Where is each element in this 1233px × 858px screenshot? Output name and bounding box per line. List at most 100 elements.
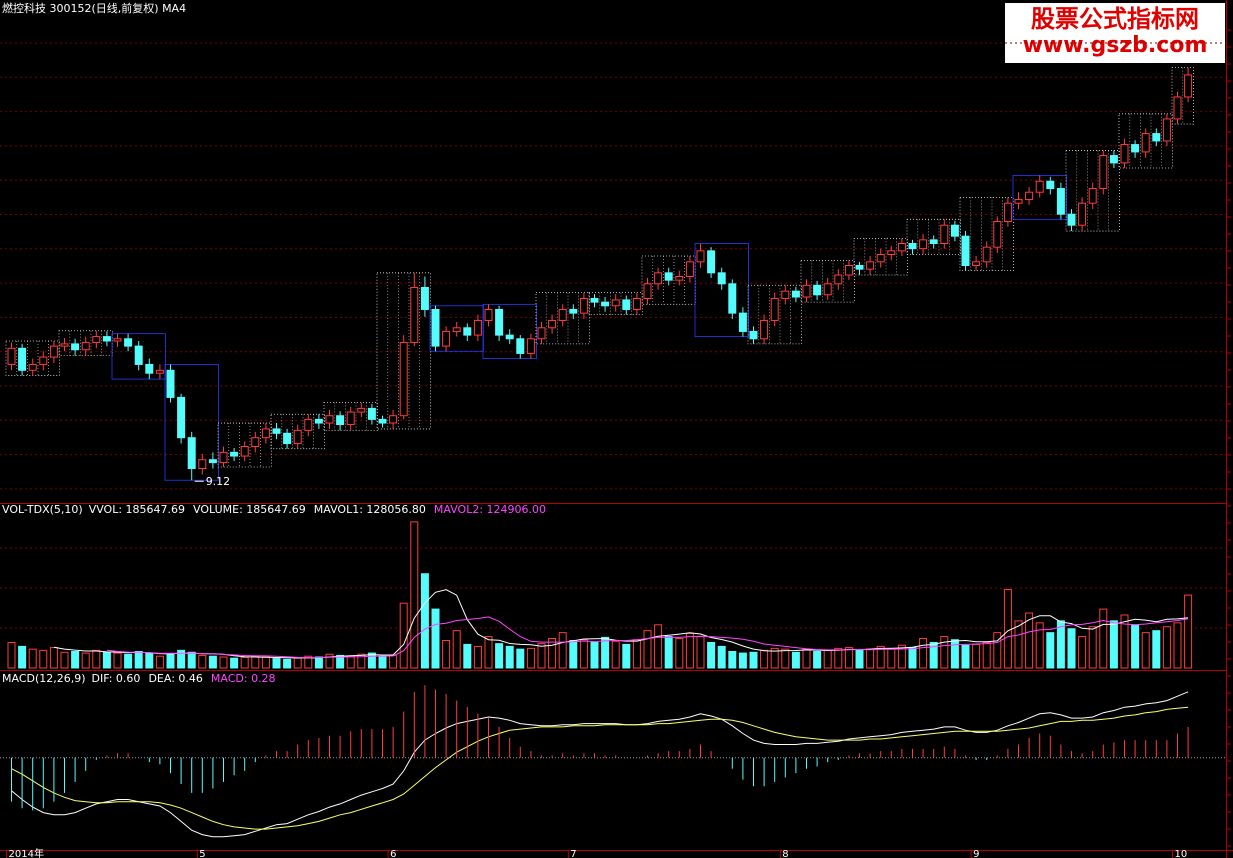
- volume-bar: [166, 653, 175, 669]
- volume-bar: [844, 647, 853, 669]
- volume-bar: [590, 641, 599, 669]
- candle-body: [389, 415, 398, 424]
- candle-body: [49, 345, 58, 358]
- volume-bar: [208, 655, 217, 669]
- volume-bar: [622, 643, 631, 669]
- candle-body: [293, 429, 302, 445]
- volume-bar: [1099, 608, 1108, 669]
- candle-body: [1173, 96, 1182, 120]
- candle-body: [760, 319, 769, 340]
- candle-body: [314, 418, 323, 424]
- volume-bar: [972, 643, 981, 669]
- range-box: [906, 218, 961, 255]
- volume-bar: [791, 651, 800, 669]
- volume-bar: [1120, 614, 1129, 669]
- candle-body: [1056, 188, 1065, 215]
- volume-bar: [251, 655, 260, 669]
- volume-bar: [1184, 594, 1193, 669]
- indicator-readout: MACD: 0.28: [211, 672, 276, 685]
- candle-body: [81, 341, 90, 351]
- volume-bar: [336, 654, 345, 669]
- volume-bar: [664, 636, 673, 669]
- candle-body: [728, 283, 737, 314]
- volume-bar: [1025, 612, 1034, 669]
- volume-bar: [145, 652, 154, 669]
- volume-bar: [187, 651, 196, 669]
- volume-bar: [283, 658, 292, 669]
- indicator-readout: VOLUME: 185647.69: [193, 503, 306, 516]
- volume-bar: [420, 573, 429, 669]
- candle-body: [7, 347, 16, 365]
- volume-bar: [696, 636, 705, 669]
- range-box: [535, 292, 590, 345]
- candle-body: [738, 312, 747, 332]
- candle-body: [304, 418, 313, 431]
- volume-bar: [92, 649, 101, 669]
- volume-bar: [357, 653, 366, 669]
- volume-bar: [569, 640, 578, 669]
- candle-body: [219, 451, 228, 464]
- volume-bar: [516, 648, 525, 669]
- volume-bar: [611, 640, 620, 669]
- candle-body: [526, 338, 535, 354]
- volume-bar: [346, 655, 355, 669]
- volume-bar: [113, 652, 122, 669]
- candle-body: [102, 336, 111, 342]
- x-tick-label: 7: [570, 849, 576, 858]
- range-box: [747, 284, 802, 345]
- candle-body: [908, 243, 917, 250]
- candle-body: [1152, 133, 1161, 142]
- volume-bar: [866, 648, 875, 669]
- volume-bar: [908, 647, 917, 669]
- range-box: [111, 333, 166, 380]
- candle-body: [813, 284, 822, 296]
- volume-bar: [49, 647, 58, 669]
- candle-body: [1131, 144, 1140, 153]
- volume-bar: [102, 651, 111, 669]
- volume-bar: [81, 652, 90, 669]
- candle-body: [1109, 155, 1118, 164]
- candle-body: [187, 437, 196, 469]
- volume-bar: [293, 657, 302, 669]
- x-tick-label: 5: [199, 849, 205, 858]
- watermark-url: www.gszb.com: [1023, 33, 1208, 58]
- volume-bar: [537, 643, 546, 669]
- chart-title: 燃控科技 300152(日线,前复权) MA4: [2, 1, 186, 15]
- indicator-readout: MAVOL1: 128056.80: [314, 503, 426, 516]
- volume-bar: [198, 654, 207, 669]
- volume-bar: [993, 632, 1002, 669]
- volume-bar: [601, 636, 610, 669]
- candle-body: [505, 334, 514, 340]
- volume-bar: [272, 658, 281, 669]
- volume-bar: [982, 641, 991, 669]
- volume-bar: [28, 648, 37, 669]
- candle-body: [484, 308, 493, 321]
- candle-body: [897, 243, 906, 252]
- indicator-readout: MAVOL2: 124906.00: [434, 503, 546, 516]
- volume-bar: [728, 651, 737, 669]
- candle-body: [791, 290, 800, 298]
- low-label: 9.12: [206, 475, 231, 488]
- candle-body: [823, 283, 832, 296]
- volume-bar: [929, 641, 938, 669]
- volume-bar: [876, 645, 885, 669]
- candle-body: [675, 275, 684, 281]
- candle-body: [124, 338, 133, 347]
- indicator-readout: DIF: 0.60: [92, 672, 141, 685]
- volume-bar: [177, 649, 186, 669]
- candle-body: [781, 290, 790, 299]
- candle-body: [367, 407, 376, 420]
- candle-body: [569, 308, 578, 314]
- volume-bar: [717, 645, 726, 669]
- candle-body: [834, 274, 843, 285]
- candle-body: [866, 261, 875, 270]
- volume-bar: [495, 643, 504, 669]
- volume-bar: [685, 632, 694, 669]
- candle-body: [929, 239, 938, 245]
- candle-body: [473, 319, 482, 336]
- volume-bar: [558, 632, 567, 669]
- volume-bar: [325, 653, 334, 669]
